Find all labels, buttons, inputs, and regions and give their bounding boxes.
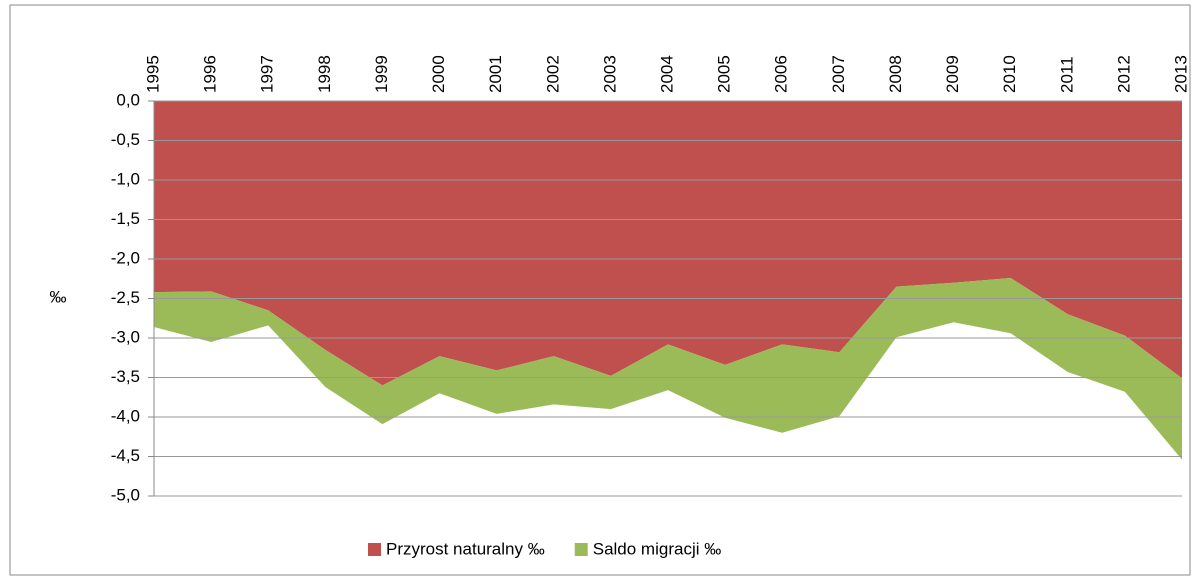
x-tick-label: 1995 bbox=[143, 55, 162, 93]
x-tick-label: 1996 bbox=[201, 55, 220, 93]
x-tick-label: 2004 bbox=[657, 55, 676, 93]
x-tick-label: 2012 bbox=[1114, 55, 1133, 93]
y-tick-label: -1,0 bbox=[111, 169, 140, 188]
y-tick-label: -3,0 bbox=[111, 327, 140, 346]
y-tick-label: -2,5 bbox=[111, 288, 140, 307]
x-tick-label: 2007 bbox=[829, 55, 848, 93]
y-tick-label: -3,5 bbox=[111, 367, 140, 386]
legend-swatch bbox=[574, 543, 588, 556]
y-tick-label: -1,5 bbox=[111, 209, 140, 228]
x-tick-label: 2013 bbox=[1171, 55, 1190, 93]
y-tick-label: -4,0 bbox=[111, 406, 140, 425]
x-tick-label: 2008 bbox=[886, 55, 905, 93]
y-tick-label: 0,0 bbox=[116, 90, 140, 109]
area bbox=[154, 101, 1182, 386]
x-tick-label: 1997 bbox=[258, 55, 277, 93]
legend-label: Saldo migracji ‰ bbox=[593, 539, 722, 558]
x-tick-label: 2000 bbox=[429, 55, 448, 93]
y-tick-label: -2,0 bbox=[111, 248, 140, 267]
x-tick-label: 1998 bbox=[315, 55, 334, 93]
legend-label: Przyrost naturalny ‰ bbox=[386, 539, 545, 558]
x-tick-label: 2009 bbox=[943, 55, 962, 93]
y-tick-label: -0,5 bbox=[111, 130, 140, 149]
y-axis-label: ‰ bbox=[50, 287, 67, 306]
x-tick-label: 2003 bbox=[600, 55, 619, 93]
x-tick-label: 1999 bbox=[372, 55, 391, 93]
x-tick-label: 2002 bbox=[543, 55, 562, 93]
y-tick-label: -5,0 bbox=[111, 485, 140, 504]
y-tick-label: -4,5 bbox=[111, 446, 140, 465]
x-tick-label: 2006 bbox=[772, 55, 791, 93]
area bbox=[154, 277, 1182, 460]
x-tick-label: 2011 bbox=[1057, 56, 1076, 93]
x-tick-label: 2001 bbox=[486, 55, 505, 93]
x-tick-label: 2005 bbox=[715, 55, 734, 93]
legend-swatch bbox=[368, 543, 381, 556]
x-tick-label: 2010 bbox=[1000, 55, 1019, 93]
